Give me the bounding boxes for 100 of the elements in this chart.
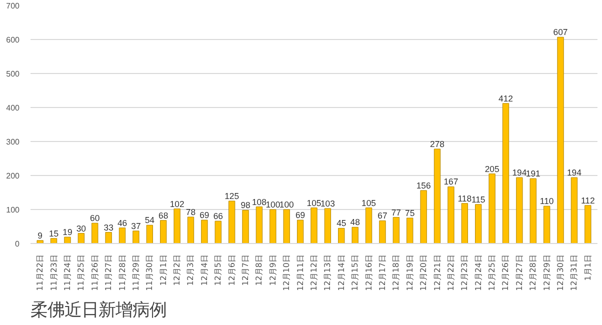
x-tick-label: 11月24日 xyxy=(62,254,72,291)
x-tick-label: 12月22日 xyxy=(446,254,456,291)
x-tick-label: 12月4日 xyxy=(200,254,209,286)
data-label: 69 xyxy=(200,210,210,220)
data-label: 194 xyxy=(512,168,527,178)
bar xyxy=(174,208,180,244)
bar xyxy=(420,190,427,244)
bar xyxy=(296,220,304,244)
data-label: 77 xyxy=(391,207,402,218)
bar xyxy=(105,232,112,244)
x-tick-label: 12月10日 xyxy=(282,254,292,291)
x-tick-label: 12月30日 xyxy=(556,254,566,291)
data-label: 78 xyxy=(186,206,196,217)
bar xyxy=(64,236,71,244)
x-tick-label: 12月28日 xyxy=(528,254,538,291)
data-label: 100 xyxy=(279,200,294,210)
x-tick-label: 12月24日 xyxy=(474,254,483,291)
y-tick-label: 200 xyxy=(6,172,20,180)
x-tick-label: 12月25日 xyxy=(488,254,497,291)
data-label: 33 xyxy=(104,222,114,232)
data-label: 19 xyxy=(62,227,72,238)
bar xyxy=(448,186,454,244)
data-label: 103 xyxy=(320,198,336,208)
x-tick-label: 11月26日 xyxy=(90,254,100,291)
bar xyxy=(187,216,194,244)
x-tick-label: 12月16日 xyxy=(364,254,374,291)
x-tick-label: 11月29日 xyxy=(131,254,140,291)
bar xyxy=(365,208,372,244)
data-label: 118 xyxy=(458,193,472,204)
x-tick-label: 12月8日 xyxy=(254,254,264,286)
data-label: 45 xyxy=(336,218,346,228)
bar xyxy=(502,103,510,244)
bar xyxy=(324,208,332,244)
x-tick-label: 11月27日 xyxy=(104,254,114,291)
data-label: 60 xyxy=(90,213,100,224)
x-tick-label: 11月25日 xyxy=(76,254,86,291)
x-tick-label: 12月19日 xyxy=(405,254,414,291)
bar xyxy=(242,210,249,244)
bar xyxy=(530,178,536,244)
bar xyxy=(338,228,345,244)
bar xyxy=(352,226,358,244)
data-label: 30 xyxy=(76,223,86,234)
x-tick-label: 12月12日 xyxy=(310,254,318,291)
y-tick-label: 700 xyxy=(6,2,20,10)
bar xyxy=(570,177,578,244)
data-label: 37 xyxy=(131,220,141,231)
text: 柔佛近日新增病例 xyxy=(30,300,166,320)
bar xyxy=(283,209,290,244)
x-tick-label: 12月9日 xyxy=(268,254,278,286)
data-label: 68 xyxy=(158,210,168,220)
y-tick-label: 300 xyxy=(6,138,20,146)
bar xyxy=(92,222,98,244)
data-label: 278 xyxy=(430,138,445,149)
data-label: 125 xyxy=(224,191,240,201)
x-tick-label: 12月17日 xyxy=(378,254,387,291)
x-tick-label: 12月3日 xyxy=(186,254,196,286)
y-tick-label: 600 xyxy=(6,36,20,44)
data-label: 167 xyxy=(444,176,458,187)
bar xyxy=(78,233,85,244)
data-label: 108 xyxy=(252,196,267,207)
bar xyxy=(146,224,153,244)
x-tick-label: 12月27日 xyxy=(514,254,524,291)
x-tick-label: 11月23日 xyxy=(49,254,58,291)
bar xyxy=(214,220,222,244)
bar xyxy=(516,177,523,244)
bar xyxy=(310,208,318,244)
data-label: 48 xyxy=(350,217,360,228)
bar xyxy=(434,148,441,244)
data-label: 66 xyxy=(213,211,224,222)
y-tick-label: 500 xyxy=(6,70,20,78)
data-label: 69 xyxy=(295,210,306,220)
x-tick-label: 12月2日 xyxy=(172,254,182,286)
bar xyxy=(201,220,208,244)
bar xyxy=(379,220,386,244)
bar xyxy=(392,217,400,244)
x-tick-label: 11月30日 xyxy=(145,254,154,291)
data-label: 105 xyxy=(306,198,322,208)
x-tick-label: 12月20日 xyxy=(419,254,428,291)
bar xyxy=(584,205,592,244)
x-tick-label: 12月23日 xyxy=(460,254,470,291)
x-tick-label: 12月11日 xyxy=(296,254,305,291)
data-label: 412 xyxy=(498,93,514,104)
data-label: 100 xyxy=(266,200,280,210)
bar xyxy=(543,206,550,244)
x-tick-label: 12月1日 xyxy=(158,254,168,286)
bar xyxy=(256,206,263,244)
data-label: 9 xyxy=(38,230,43,240)
bar xyxy=(160,220,167,244)
data-label: 67 xyxy=(378,210,388,221)
x-tick-label: 12月13日 xyxy=(323,254,332,291)
data-label: 194 xyxy=(566,168,582,178)
x-tick-label: 11月22日 xyxy=(36,254,45,291)
bar xyxy=(132,230,140,244)
bar xyxy=(461,203,468,244)
data-label: 46 xyxy=(117,218,128,228)
bar xyxy=(118,228,126,244)
x-tick-label: 12月5日 xyxy=(214,254,223,286)
data-label: 105 xyxy=(362,198,376,208)
data-label: 75 xyxy=(405,208,415,218)
bar xyxy=(488,174,496,244)
